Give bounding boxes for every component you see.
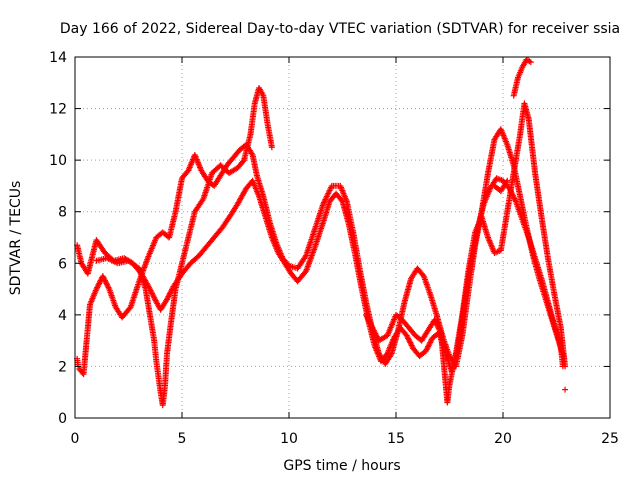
series-trace-f: [74, 355, 569, 393]
series-trace-e: [491, 56, 534, 195]
chart-title: Day 166 of 2022, Sidereal Day-to-day VTE…: [60, 21, 620, 37]
series-trace-b: [76, 126, 566, 378]
y-tick-label: 6: [58, 256, 67, 272]
data-point: [504, 177, 511, 184]
x-tick-label: 15: [387, 431, 405, 447]
x-axis-label: GPS time / hours: [283, 458, 400, 474]
y-tick-label: 8: [58, 205, 67, 221]
y-tick-label: 14: [49, 50, 67, 66]
x-tick-label: 20: [494, 431, 512, 447]
y-axis-label: SDTVAR / TECUs: [8, 181, 24, 296]
y-tick-labels: 0 2 4 6 8 10 12 14: [49, 50, 67, 427]
data-point: [562, 363, 569, 370]
data-point: [527, 59, 534, 66]
data-point: [562, 386, 569, 393]
x-tick-label: 5: [178, 431, 187, 447]
data-point: [268, 144, 275, 151]
x-tick-label: 25: [601, 431, 619, 447]
x-tick-label: 10: [280, 431, 298, 447]
data-points: [74, 56, 569, 409]
series-trace-d: [363, 100, 569, 406]
x-tick-labels: 0 5 10 15 20 25: [71, 431, 619, 447]
x-tick-label: 0: [71, 431, 80, 447]
y-tick-label: 10: [49, 153, 67, 169]
y-tick-label: 12: [49, 102, 67, 118]
series-trace-c: [93, 84, 275, 409]
y-tick-label: 4: [58, 308, 67, 324]
axis-ticks: [74, 56, 611, 419]
plot-border: [74, 56, 611, 419]
y-tick-label: 0: [58, 411, 67, 427]
y-tick-label: 2: [58, 359, 67, 375]
